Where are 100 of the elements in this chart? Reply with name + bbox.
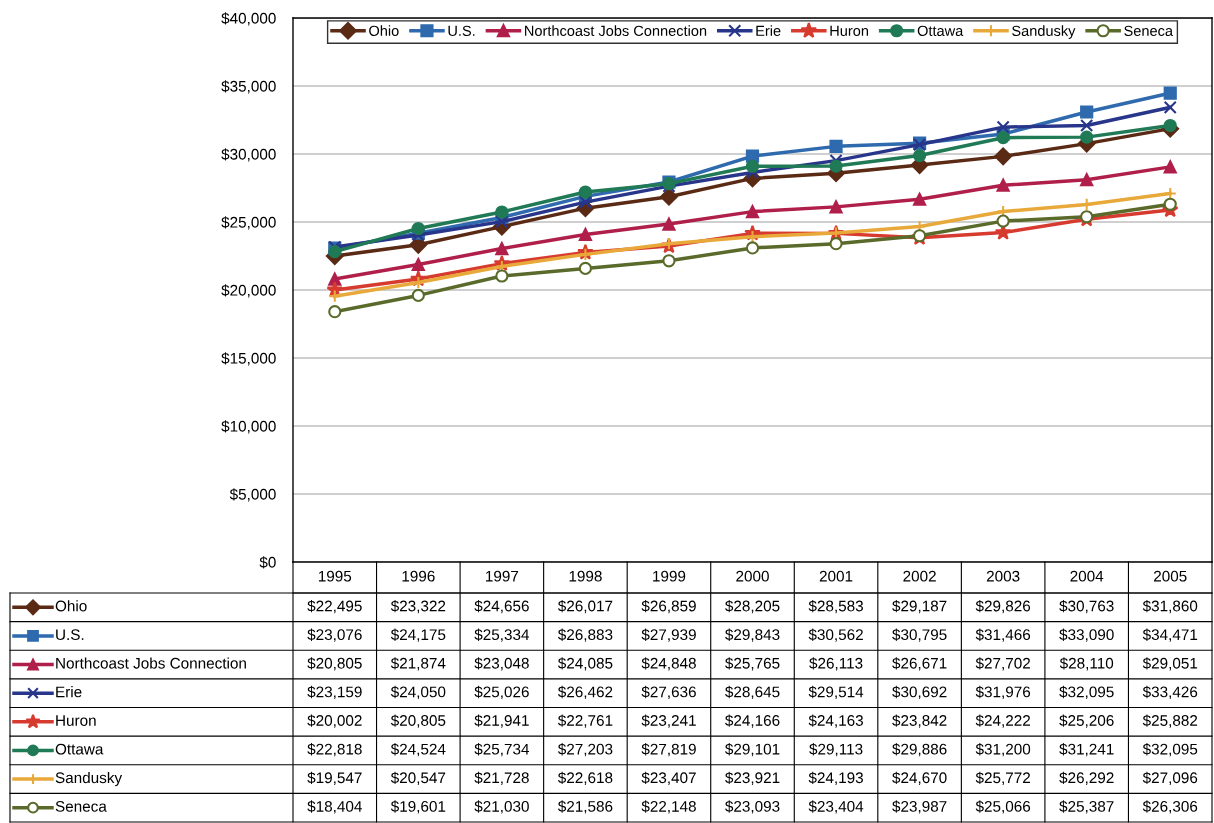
data-label: $26,462: [557, 685, 613, 700]
data-label: $22,818: [307, 743, 362, 757]
data-label: $26,292: [1059, 771, 1114, 785]
data-label: $31,860: [1142, 599, 1198, 614]
data-label: $24,848: [641, 657, 696, 671]
data-label: $24,166: [725, 714, 780, 728]
y-tick-label: $0: [259, 556, 276, 569]
x-tick-label: 1996: [402, 570, 435, 582]
data-label: $21,030: [474, 800, 529, 814]
data-label: $25,206: [1059, 714, 1114, 728]
data-label: $23,093: [725, 800, 780, 814]
x-tick-label: 1999: [653, 570, 686, 582]
text: Seneca: [55, 800, 107, 812]
y-tick-label: $15,000: [221, 352, 276, 366]
data-label: $23,241: [641, 714, 696, 728]
data-label: $21,874: [390, 657, 446, 671]
data-label: $27,939: [641, 628, 696, 642]
y-tick-label: $30,000: [221, 148, 276, 162]
data-label: $24,050: [390, 685, 446, 700]
data-label: $26,859: [641, 599, 696, 614]
data-label: $26,017: [557, 599, 613, 614]
data-label: $34,471: [1142, 628, 1198, 642]
text: Huron: [56, 715, 96, 726]
data-label: $19,601: [390, 800, 446, 814]
data-label: $30,562: [808, 628, 863, 642]
data-label: $29,051: [1142, 657, 1198, 671]
legend-label: Huron: [830, 25, 868, 36]
data-label: $24,193: [808, 771, 863, 785]
data-label: $20,805: [307, 657, 362, 671]
data-label: $26,883: [557, 628, 613, 642]
data-label: $25,334: [474, 628, 530, 642]
data-label: $24,656: [474, 599, 529, 614]
data-label: $26,113: [809, 657, 863, 671]
data-label: $28,645: [725, 685, 780, 700]
data-label: $22,495: [307, 599, 362, 614]
data-label: $18,404: [307, 800, 362, 814]
data-label: $25,734: [474, 743, 530, 757]
data-label: $31,200: [975, 743, 1031, 757]
data-label: $30,763: [1059, 599, 1114, 614]
y-tick-label: $10,000: [221, 420, 276, 434]
data-label: $23,404: [808, 800, 864, 814]
data-label: $31,241: [1059, 743, 1114, 757]
data-label: $24,175: [390, 628, 446, 642]
x-tick-label: 1997: [486, 570, 519, 582]
data-label: $23,076: [307, 628, 362, 642]
x-tick-label: 1998: [569, 570, 602, 582]
data-label: $23,407: [641, 771, 696, 785]
legend-label: Seneca: [1124, 25, 1174, 36]
data-label: $23,987: [892, 800, 947, 814]
x-tick-label: 2003: [986, 570, 1020, 582]
data-label: $29,187: [892, 599, 947, 614]
data-label: $32,095: [1059, 685, 1114, 700]
data-label: $29,826: [975, 599, 1031, 614]
data-label: $33,426: [1142, 685, 1198, 700]
data-label: $28,205: [725, 599, 780, 614]
data-label: $23,048: [474, 657, 529, 671]
data-label: $23,322: [390, 599, 446, 614]
data-label: $26,306: [1142, 800, 1198, 814]
x-tick-label: 2004: [1070, 570, 1104, 582]
y-tick-label: $5,000: [229, 488, 276, 502]
data-label: $21,941: [474, 714, 529, 728]
data-label: $25,765: [725, 657, 780, 671]
data-label: $27,702: [975, 657, 1030, 671]
data-label: $33,090: [1059, 628, 1114, 642]
data-label: $24,085: [557, 657, 613, 671]
data-label: $29,113: [809, 743, 863, 757]
data-label: $21,728: [474, 771, 529, 785]
data-label: $24,524: [390, 743, 446, 757]
data-label: $30,795: [892, 628, 947, 642]
data-label: $32,095: [1142, 743, 1198, 757]
y-tick-label: $25,000: [221, 216, 276, 230]
x-tick-label: 2000: [736, 570, 769, 582]
data-label: $23,159: [307, 685, 362, 700]
y-tick-label: $20,000: [221, 284, 276, 298]
legend-label: Erie: [756, 25, 781, 36]
legend-label: Sandusky: [1012, 25, 1076, 39]
legend-label: Ohio: [369, 25, 399, 36]
data-label: $27,203: [557, 743, 613, 757]
data-label: $31,976: [975, 685, 1031, 700]
x-tick-label: 1995: [318, 570, 352, 582]
y-tick-label: $35,000: [221, 80, 276, 94]
data-label: $29,886: [892, 743, 947, 757]
data-label: $28,583: [808, 599, 863, 614]
data-label: $27,819: [641, 743, 696, 757]
data-label: $19,547: [307, 771, 362, 785]
data-label: $26,671: [892, 657, 947, 671]
data-label: $25,882: [1142, 714, 1198, 728]
data-label: $27,096: [1142, 771, 1198, 785]
data-label: $28,110: [1059, 657, 1114, 671]
data-label: $22,618: [557, 771, 613, 785]
data-label: $24,222: [975, 714, 1030, 728]
x-tick-label: 2001: [819, 570, 853, 582]
data-label: $25,066: [975, 800, 1031, 814]
text: Ottawa: [55, 743, 104, 755]
data-label: $25,026: [474, 685, 529, 700]
data-label: $21,586: [557, 800, 613, 814]
text: Ohio: [55, 600, 87, 612]
data-label: $23,842: [892, 714, 947, 728]
y-tick-label: $40,000: [221, 12, 276, 26]
data-label: $24,163: [808, 714, 863, 728]
